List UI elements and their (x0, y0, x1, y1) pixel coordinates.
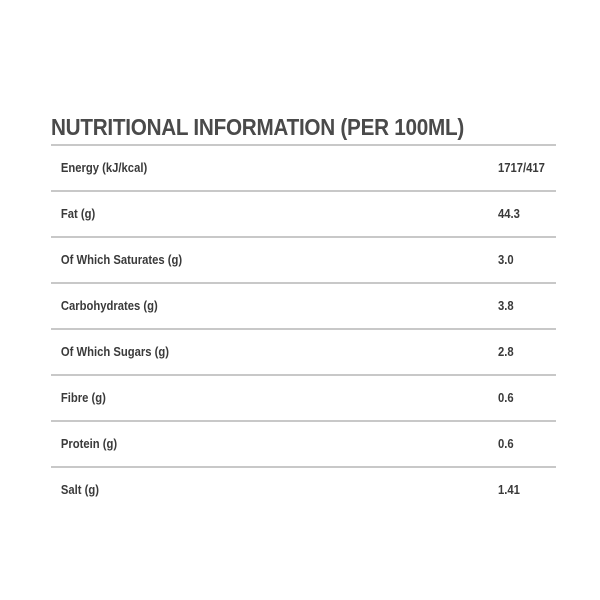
nutrient-label: Carbohydrates (g) (60, 299, 158, 313)
table-row: Carbohydrates (g) 3.8 (51, 282, 556, 328)
nutrient-value: 44.3 (498, 207, 520, 221)
nutrient-value: 3.8 (498, 299, 514, 313)
table-row: Of Which Sugars (g) 2.8 (51, 328, 556, 374)
nutrient-label: Salt (g) (60, 483, 100, 497)
nutrient-label: Energy (kJ/kcal) (60, 161, 148, 175)
table-row: Of Which Saturates (g) 3.0 (51, 236, 556, 282)
nutrient-value: 0.6 (498, 391, 514, 405)
nutrient-label: Fat (g) (60, 207, 96, 221)
nutrient-label: Fibre (g) (60, 391, 106, 405)
page-title: NUTRITIONAL INFORMATION (PER 100ML) (51, 114, 464, 140)
nutrient-label: Of Which Saturates (g) (60, 253, 183, 267)
nutrient-value: 1717/417 (498, 161, 545, 175)
nutrient-value: 3.0 (498, 253, 514, 267)
nutrient-value: 1.41 (498, 483, 520, 497)
table-row: Fat (g) 44.3 (51, 190, 556, 236)
table-row: Protein (g) 0.6 (51, 420, 556, 466)
nutrient-label: Protein (g) (60, 437, 118, 451)
nutrition-table: Energy (kJ/kcal) 1717/417 Fat (g) 44.3 Of … (51, 144, 556, 512)
nutrient-value: 0.6 (498, 437, 514, 451)
table-row: Fibre (g) 0.6 (51, 374, 556, 420)
table-row: Salt (g) 1.41 (51, 466, 556, 512)
table-row: Energy (kJ/kcal) 1717/417 (51, 144, 556, 190)
nutrient-value: 2.8 (498, 345, 514, 359)
nutrient-label: Of Which Sugars (g) (60, 345, 170, 359)
